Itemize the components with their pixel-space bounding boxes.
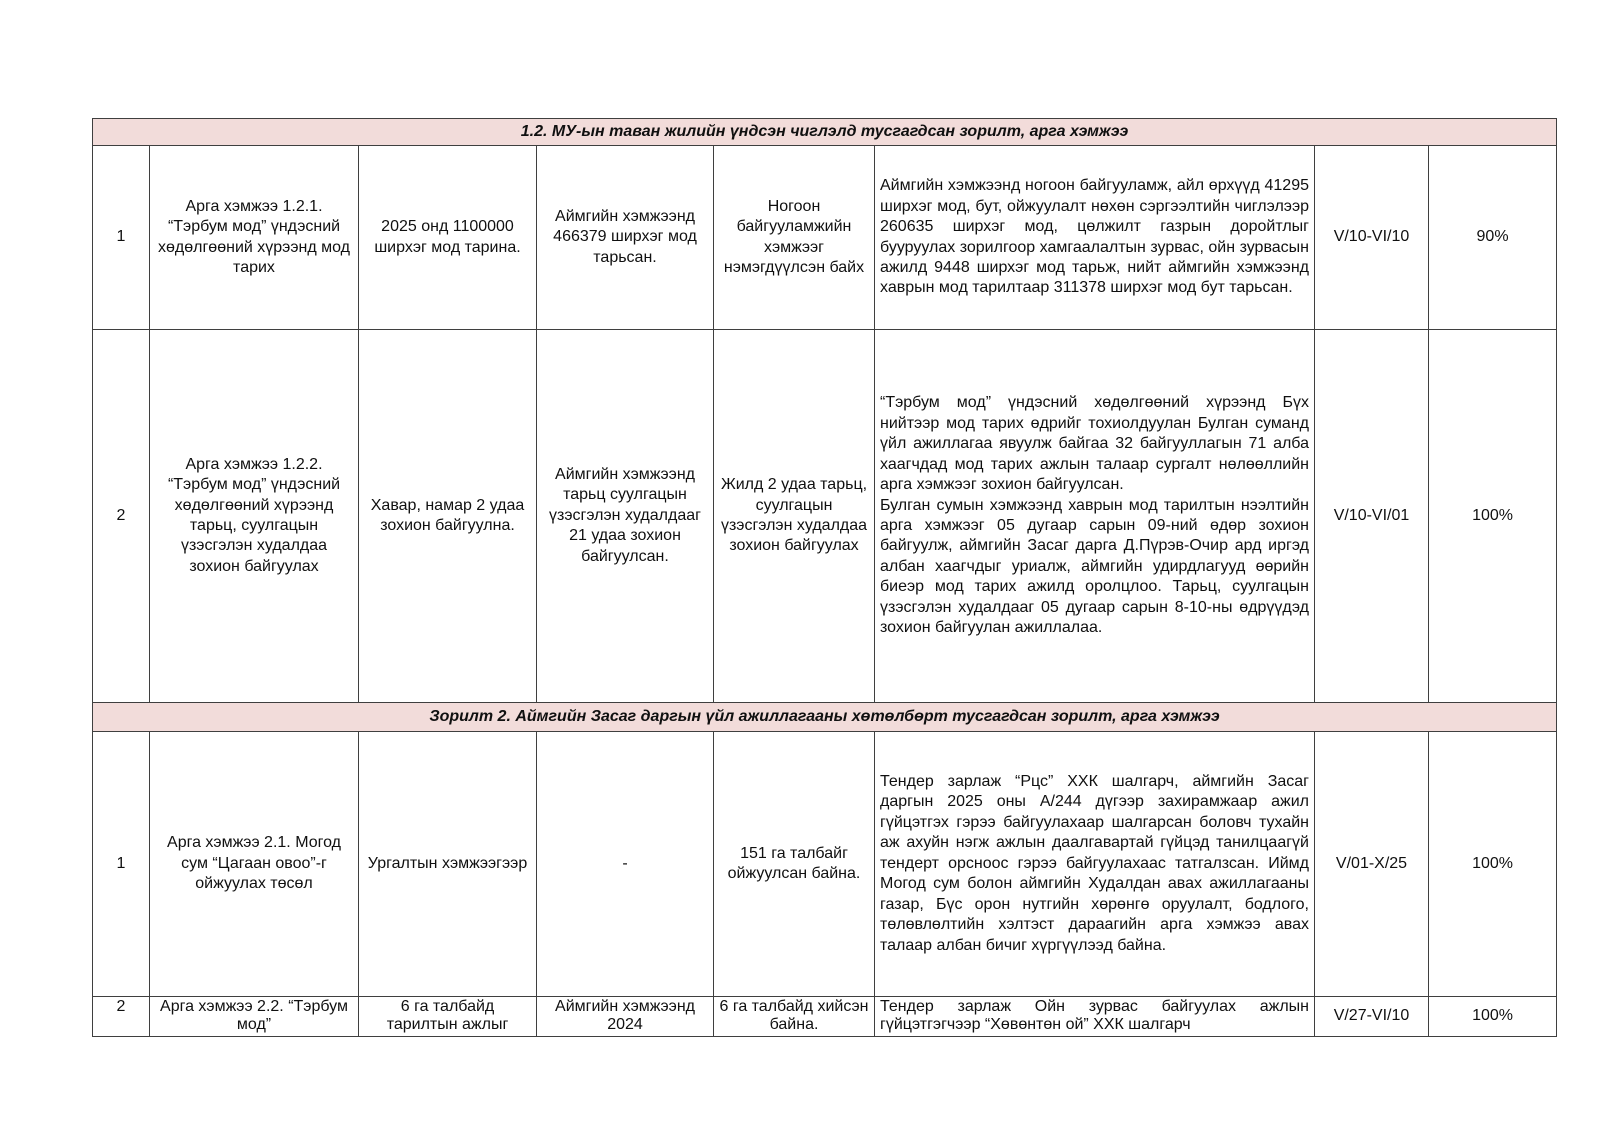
measure-cell: Арга хэмжээ 1.2.1. “Тэрбум мод” үндэсний…: [149, 145, 359, 330]
row-number: 1: [92, 145, 150, 330]
report-table: 1.2. МУ-ын таван жилийн үндсэн чиглэлд т…: [91, 118, 1558, 1037]
section-header-1: 1.2. МУ-ын таван жилийн үндсэн чиглэлд т…: [91, 118, 1558, 146]
table-row: 1 Арга хэмжээ 2.1. Могод сум “Цагаан ово…: [92, 731, 1558, 997]
performance-cell: -: [536, 731, 714, 997]
table-row: 1 Арга хэмжээ 1.2.1. “Тэрбум мод” үндэсн…: [92, 145, 1558, 330]
detail-paragraph: Булган сумын хэмжээнд хаврын мод тарилты…: [880, 496, 1309, 637]
criteria-cell: 151 га талбайг ойжуулсан байна.: [713, 731, 875, 997]
criteria-cell: 6 га талбайд хийсэн байна.: [719, 998, 869, 1033]
percent-cell: 100%: [1427, 996, 1558, 1037]
performance-cell: Аймгийн хэмжээнд тарьц суулгацын үзэсгэл…: [536, 329, 714, 703]
detail-cell: “Тэрбум мод” үндэсний хөдөлгөөний хүрээн…: [874, 329, 1315, 703]
section-header-2: Зорилт 2. Аймгийн Засаг даргын үйл ажилл…: [91, 702, 1558, 732]
table-row-clipped: 2 Арга хэмжээ 2.2. “Тэрбум мод” 6 га тал…: [92, 996, 1558, 1037]
criteria-cell: Жилд 2 удаа тарьц, суулгацын үзэсгэлэн х…: [713, 329, 875, 703]
detail-paragraph: Аймгийн хэмжээнд ногоон байгууламж, айл …: [880, 177, 1309, 297]
detail-cell: Тендер зарлаж “Рцс” ХХК шалгарч, аймгийн…: [874, 731, 1315, 997]
row-number: 2: [92, 329, 150, 703]
measure-cell: Арга хэмжээ 2.1. Могод сум “Цагаан овоо”…: [149, 731, 359, 997]
measure-cell: Арга хэмжээ 2.2. “Тэрбум мод”: [160, 998, 348, 1033]
detail-cell: Аймгийн хэмжээнд ногоон байгууламж, айл …: [874, 145, 1315, 330]
target-cell: Хавар, намар 2 удаа зохион байгуулна.: [358, 329, 537, 703]
detail-paragraph: “Тэрбум мод” үндэсний хөдөлгөөний хүрээн…: [880, 394, 1309, 494]
percent-cell: 100%: [1427, 731, 1558, 997]
row-number: 1: [92, 731, 150, 997]
detail-paragraph: Тендер зарлаж Ойн зурвас байгуулах ажлын…: [880, 998, 1309, 1033]
performance-cell: Аймгийн хэмжээнд 2024: [555, 998, 695, 1033]
target-cell: Ургалтын хэмжээгээр: [358, 731, 537, 997]
target-cell: 2025 онд 1100000 ширхэг мод тарина.: [358, 145, 537, 330]
period-cell: V/10-VI/10: [1314, 145, 1429, 330]
period-cell: V/01-X/25: [1314, 731, 1429, 997]
performance-cell: Аймгийн хэмжээнд 466379 ширхэг мод тарьс…: [536, 145, 714, 330]
period-cell: V/10-VI/01: [1314, 329, 1429, 703]
percent-cell: 100%: [1427, 329, 1558, 703]
target-cell: 6 га талбайд тарилтын ажлыг: [386, 998, 509, 1033]
period-cell: V/27-VI/10: [1314, 996, 1429, 1037]
criteria-cell: Ногоон байгууламжийн хэмжээг нэмэгдүүлсэ…: [713, 145, 875, 330]
section-header-row: Зорилт 2. Аймгийн Засаг даргын үйл ажилл…: [91, 702, 1558, 732]
section-header-row: 1.2. МУ-ын таван жилийн үндсэн чиглэлд т…: [91, 118, 1558, 146]
measure-cell: Арга хэмжээ 1.2.2. “Тэрбум мод” үндэсний…: [149, 329, 359, 703]
table-row: 2 Арга хэмжээ 1.2.2. “Тэрбум мод” үндэсн…: [92, 329, 1558, 703]
row-number: 2: [116, 998, 126, 1015]
percent-cell: 90%: [1427, 145, 1558, 330]
detail-paragraph: Тендер зарлаж “Рцс” ХХК шалгарч, аймгийн…: [880, 772, 1309, 954]
